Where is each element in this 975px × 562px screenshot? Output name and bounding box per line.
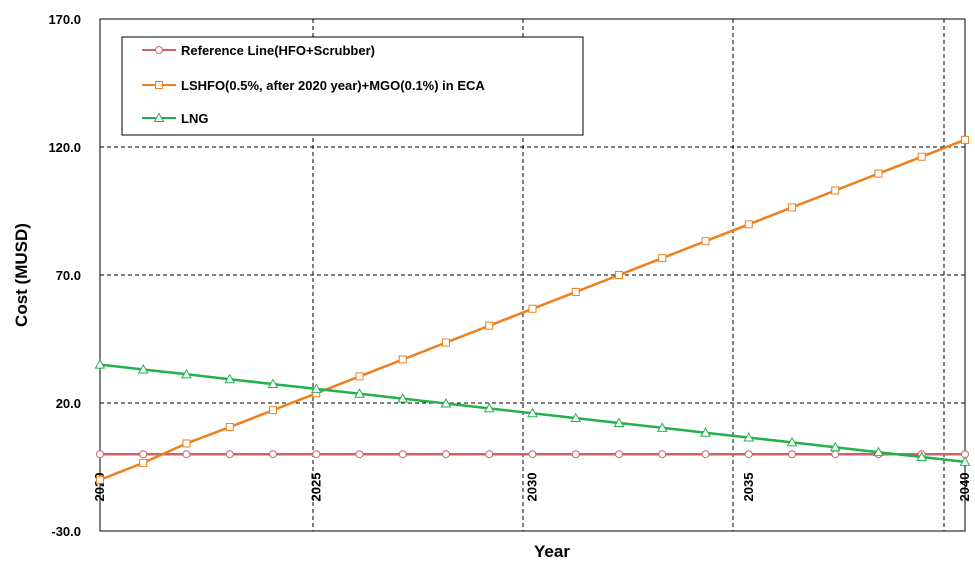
data-point-0: [571, 450, 580, 459]
legend-label: LSHFO(0.5%, after 2020 year)+MGO(0.1%) i…: [181, 78, 485, 93]
legend: [121, 36, 584, 136]
data-point-2: [354, 388, 365, 398]
y-tick-label: -30.0: [51, 524, 81, 539]
data-point-1: [874, 169, 883, 178]
data-point-2: [137, 363, 149, 374]
data-point-1: [658, 254, 667, 263]
data-point-0: [269, 450, 277, 459]
data-point-1: [917, 152, 926, 161]
data-point-1: [831, 186, 840, 195]
data-point-2: [700, 427, 711, 437]
y-axis-title: Cost (MUSD): [12, 223, 31, 327]
data-point-2: [181, 368, 192, 379]
legend-marker: [155, 81, 163, 89]
x-tick-label: 2030: [525, 473, 540, 502]
data-point-0: [831, 450, 840, 459]
data-point-1: [744, 220, 753, 229]
x-tick-label: 2025: [308, 473, 323, 502]
data-point-2: [483, 402, 495, 413]
data-point-0: [744, 450, 753, 459]
data-point-1: [528, 304, 537, 313]
data-point-0: [139, 450, 148, 459]
data-point-1: [485, 321, 494, 330]
data-point-0: [225, 450, 234, 459]
data-point-2: [267, 378, 279, 389]
data-point-0: [788, 450, 796, 459]
data-point-2: [94, 359, 106, 369]
data-point-2: [829, 441, 841, 452]
data-point-1: [182, 439, 191, 448]
data-point-0: [398, 450, 407, 459]
data-point-2: [743, 432, 755, 442]
data-point-0: [528, 450, 537, 459]
data-point-0: [658, 450, 667, 459]
data-point-0: [485, 450, 494, 459]
data-point-2: [527, 407, 538, 418]
data-point-1: [269, 406, 277, 415]
data-point-1: [355, 372, 364, 381]
data-point-2: [310, 383, 322, 393]
data-point-2: [873, 446, 884, 457]
data-point-1: [225, 423, 234, 432]
data-point-2: [397, 393, 409, 403]
data-point-1: [96, 475, 104, 484]
data-point-0: [96, 450, 104, 459]
data-point-1: [615, 271, 623, 279]
data-point-1: [398, 355, 407, 364]
data-point-2: [440, 397, 452, 408]
data-point-2: [224, 373, 236, 384]
x-axis-title: Year: [534, 542, 570, 561]
data-point-1: [571, 287, 580, 296]
data-point-2: [916, 451, 928, 462]
data-point-0: [442, 450, 450, 459]
data-point-2: [656, 422, 668, 432]
legend-marker: [155, 46, 163, 54]
legend-label: Reference Line(HFO+Scrubber): [181, 43, 375, 58]
data-point-2: [959, 456, 971, 466]
data-point-1: [139, 458, 148, 467]
data-point-1: [788, 203, 796, 212]
data-point-2: [613, 417, 625, 427]
y-tick-label: 20.0: [56, 396, 81, 411]
x-tick-label: 2040: [957, 473, 972, 502]
data-point-1: [701, 237, 710, 246]
legend-label: LNG: [181, 111, 208, 126]
data-point-0: [182, 450, 191, 459]
x-tick-label: 2035: [741, 473, 756, 502]
data-point-2: [786, 436, 798, 447]
data-point-0: [615, 450, 623, 459]
legend-marker: [153, 112, 165, 122]
data-point-0: [355, 450, 364, 459]
data-point-2: [570, 412, 582, 423]
data-point-1: [442, 338, 450, 347]
data-point-1: [961, 135, 969, 144]
y-tick-label: 170.0: [48, 12, 81, 27]
y-tick-label: 70.0: [56, 268, 81, 283]
data-point-0: [312, 450, 321, 459]
y-tick-label: 120.0: [48, 140, 81, 155]
data-point-0: [701, 450, 710, 459]
